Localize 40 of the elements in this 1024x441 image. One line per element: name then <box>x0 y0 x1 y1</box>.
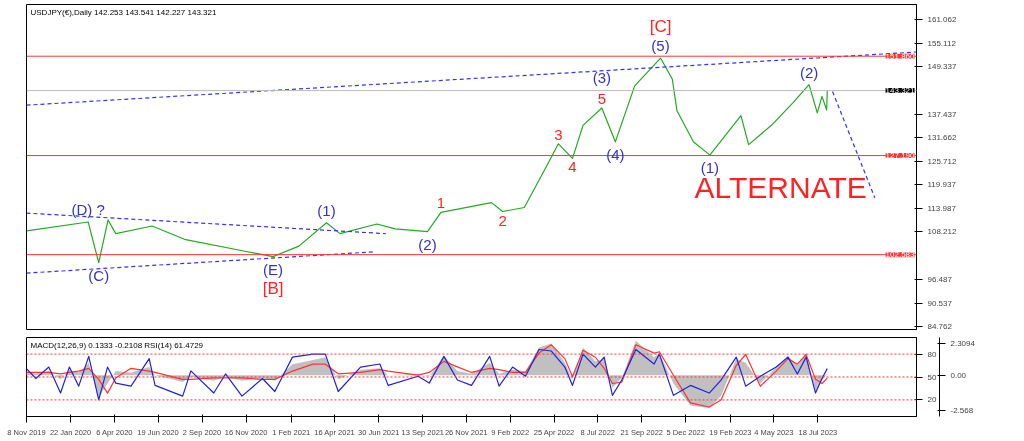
annotation: [B] <box>262 278 284 298</box>
y2-tick-label: 2.3094 <box>950 338 976 348</box>
annotation: 1 <box>436 194 446 212</box>
annotation: 3 <box>554 125 563 143</box>
annotation: (D) ? <box>71 200 105 218</box>
y-tick-label: 125.712 <box>927 157 957 167</box>
annotation: [C] <box>649 17 672 37</box>
annotation: (1) <box>317 201 336 219</box>
y2-tick-label: -2.568 <box>950 406 974 416</box>
y-tick-label: 90.537 <box>927 298 953 308</box>
y2-tick-label: 0.00 <box>950 370 967 380</box>
annotation: USDJPY(€),Daily 142.253 143.541 142.227 143.321 <box>30 7 217 17</box>
annotation: (E) <box>263 260 284 278</box>
annotation: 5 <box>597 90 606 107</box>
y-tick-label: 80 <box>927 349 937 359</box>
y-tick-label: 131.662 <box>927 133 957 143</box>
y-tick-label: 50 <box>927 372 937 382</box>
y-tick-label: 155.112 <box>927 38 957 48</box>
y-tick-label: 96.487 <box>927 274 953 284</box>
y-tick-label: 119.937 <box>927 180 957 190</box>
ref-line-label: 102.583 <box>885 250 916 260</box>
annotation: 4 <box>568 158 577 176</box>
y-tick-label: 84.762 <box>927 321 953 331</box>
y-tick-label: 137.437 <box>927 109 957 119</box>
annotation: (C) <box>88 266 110 284</box>
y-tick-label: 149.337 <box>927 61 957 71</box>
y-tick-label: 161.062 <box>927 14 957 24</box>
y-tick-label: 113.987 <box>927 204 957 214</box>
ref-line-label: 143.321 <box>885 86 916 96</box>
annotation: (3) <box>592 69 612 86</box>
annotation: MACD(12,26,9) 0.1333 -0.2108 RSI(14) 61.4729 <box>30 340 204 350</box>
annotation: 2 <box>498 211 507 229</box>
y-tick-label: 108.212 <box>927 227 957 237</box>
line-series <box>26 348 828 401</box>
annotation: (2) <box>799 63 819 81</box>
y-tick-label: 20 <box>927 395 937 405</box>
ref-line-label: 127.190 <box>885 151 916 161</box>
annotation: (5) <box>651 37 670 55</box>
annotation: (2) <box>418 235 437 253</box>
ref-line-label: 151.860 <box>885 51 916 61</box>
